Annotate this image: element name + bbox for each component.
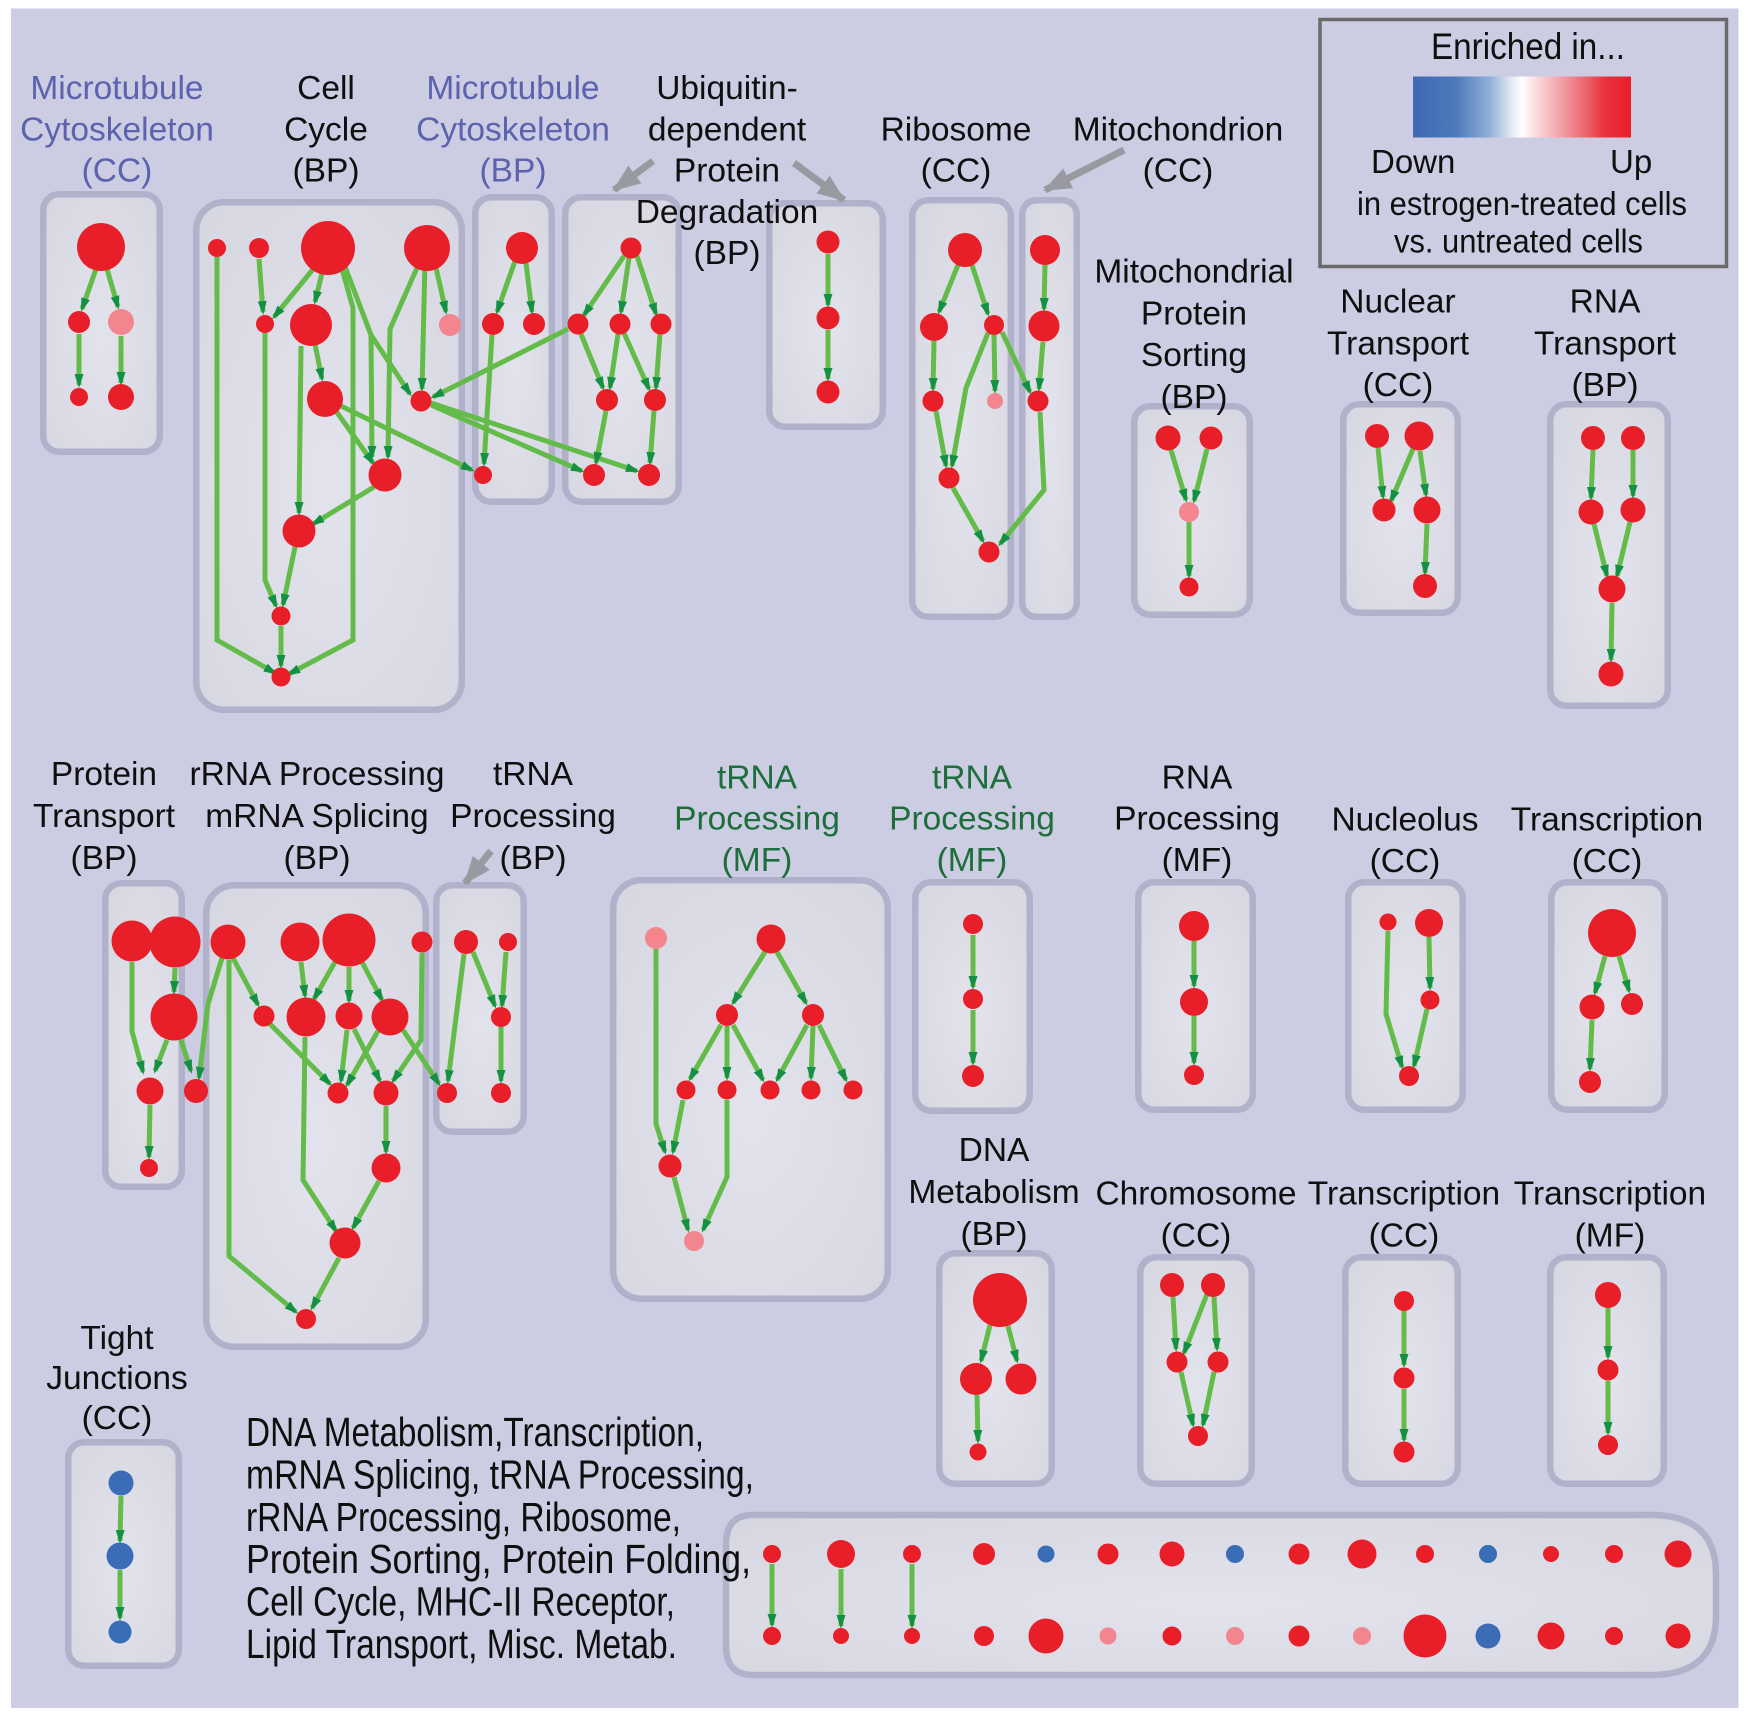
- svg-text:(CC): (CC): [1143, 153, 1214, 190]
- svg-text:Processing: Processing: [450, 798, 616, 835]
- svg-text:Lipid Transport, Misc. Metab.: Lipid Transport, Misc. Metab.: [246, 1621, 677, 1667]
- svg-text:Degradation: Degradation: [636, 194, 819, 231]
- svg-text:(BP): (BP): [500, 840, 567, 877]
- svg-text:(CC): (CC): [82, 1400, 153, 1437]
- svg-text:(BP): (BP): [284, 840, 351, 877]
- svg-text:(CC): (CC): [1370, 843, 1441, 880]
- svg-text:(BP): (BP): [480, 153, 547, 190]
- svg-text:(BP): (BP): [1572, 367, 1639, 404]
- svg-text:Microtubule: Microtubule: [426, 70, 599, 107]
- svg-text:(MF): (MF): [1162, 842, 1233, 879]
- svg-text:Nuclear: Nuclear: [1340, 284, 1455, 321]
- svg-text:Tight: Tight: [80, 1320, 154, 1357]
- svg-text:Transport: Transport: [1327, 325, 1470, 362]
- svg-text:Chromosome: Chromosome: [1095, 1176, 1296, 1213]
- svg-text:Cytoskeleton: Cytoskeleton: [416, 111, 610, 148]
- svg-text:(MF): (MF): [722, 842, 793, 879]
- svg-text:Protein: Protein: [674, 153, 780, 190]
- svg-text:Protein: Protein: [1141, 295, 1247, 332]
- svg-text:Protein Sorting, Protein Foldi: Protein Sorting, Protein Folding,: [246, 1536, 751, 1582]
- svg-text:Cytoskeleton: Cytoskeleton: [20, 111, 214, 148]
- svg-text:Cycle: Cycle: [284, 111, 368, 148]
- svg-text:(CC): (CC): [1363, 367, 1434, 404]
- svg-text:(BP): (BP): [694, 235, 761, 272]
- svg-text:dependent: dependent: [648, 111, 807, 148]
- svg-text:Processing: Processing: [674, 801, 840, 838]
- svg-text:Ubiquitin-: Ubiquitin-: [656, 70, 798, 107]
- svg-text:Cell: Cell: [297, 70, 355, 107]
- svg-text:(CC): (CC): [1369, 1218, 1440, 1255]
- svg-text:(CC): (CC): [921, 153, 992, 190]
- svg-text:Microtubule: Microtubule: [30, 70, 203, 107]
- svg-text:DNA Metabolism,Transcription,: DNA Metabolism,Transcription,: [246, 1409, 704, 1455]
- svg-text:RNA: RNA: [1570, 284, 1641, 321]
- svg-text:in estrogen-treated cells: in estrogen-treated cells: [1357, 185, 1687, 222]
- svg-text:(CC): (CC): [1161, 1218, 1232, 1255]
- svg-text:mRNA Splicing, tRNA Processing: mRNA Splicing, tRNA Processing,: [246, 1451, 754, 1497]
- svg-text:Sorting: Sorting: [1141, 337, 1247, 374]
- svg-text:Ribosome: Ribosome: [881, 111, 1032, 148]
- svg-text:tRNA: tRNA: [493, 756, 574, 793]
- svg-text:DNA: DNA: [959, 1132, 1030, 1169]
- svg-text:rRNA Processing, Ribosome,: rRNA Processing, Ribosome,: [246, 1494, 681, 1540]
- svg-text:vs. untreated cells: vs. untreated cells: [1394, 223, 1643, 260]
- svg-text:RNA: RNA: [1162, 759, 1233, 796]
- svg-text:Down: Down: [1371, 143, 1455, 180]
- svg-text:Junctions: Junctions: [46, 1360, 188, 1397]
- svg-text:Processing: Processing: [889, 801, 1055, 838]
- svg-text:(CC): (CC): [82, 153, 153, 190]
- svg-text:(BP): (BP): [293, 153, 360, 190]
- svg-text:Transport: Transport: [1534, 325, 1677, 362]
- svg-text:Nucleolus: Nucleolus: [1331, 802, 1478, 839]
- svg-text:(BP): (BP): [1161, 379, 1228, 416]
- svg-text:Protein: Protein: [51, 756, 157, 793]
- svg-text:(BP): (BP): [961, 1216, 1028, 1253]
- svg-text:Mitochondrial: Mitochondrial: [1094, 254, 1293, 291]
- svg-text:Up: Up: [1610, 143, 1652, 180]
- svg-text:Transcription: Transcription: [1308, 1176, 1500, 1213]
- svg-text:Transcription: Transcription: [1514, 1176, 1706, 1213]
- svg-text:Transcription: Transcription: [1511, 802, 1703, 839]
- svg-text:rRNA Processing: rRNA Processing: [189, 756, 444, 793]
- svg-text:tRNA: tRNA: [932, 759, 1013, 796]
- svg-text:Metabolism: Metabolism: [908, 1174, 1079, 1211]
- svg-text:Mitochondrion: Mitochondrion: [1073, 111, 1283, 148]
- svg-text:mRNA Splicing: mRNA Splicing: [205, 798, 428, 835]
- svg-text:Cell Cycle, MHC-II Receptor,: Cell Cycle, MHC-II Receptor,: [246, 1579, 675, 1625]
- svg-text:Processing: Processing: [1114, 801, 1280, 838]
- svg-text:Enriched in...: Enriched in...: [1431, 26, 1625, 67]
- svg-text:(MF): (MF): [1575, 1218, 1646, 1255]
- svg-text:Transport: Transport: [33, 798, 176, 835]
- svg-text:(CC): (CC): [1572, 843, 1643, 880]
- svg-text:tRNA: tRNA: [717, 759, 798, 796]
- svg-text:(BP): (BP): [71, 840, 138, 877]
- svg-text:(MF): (MF): [937, 842, 1008, 879]
